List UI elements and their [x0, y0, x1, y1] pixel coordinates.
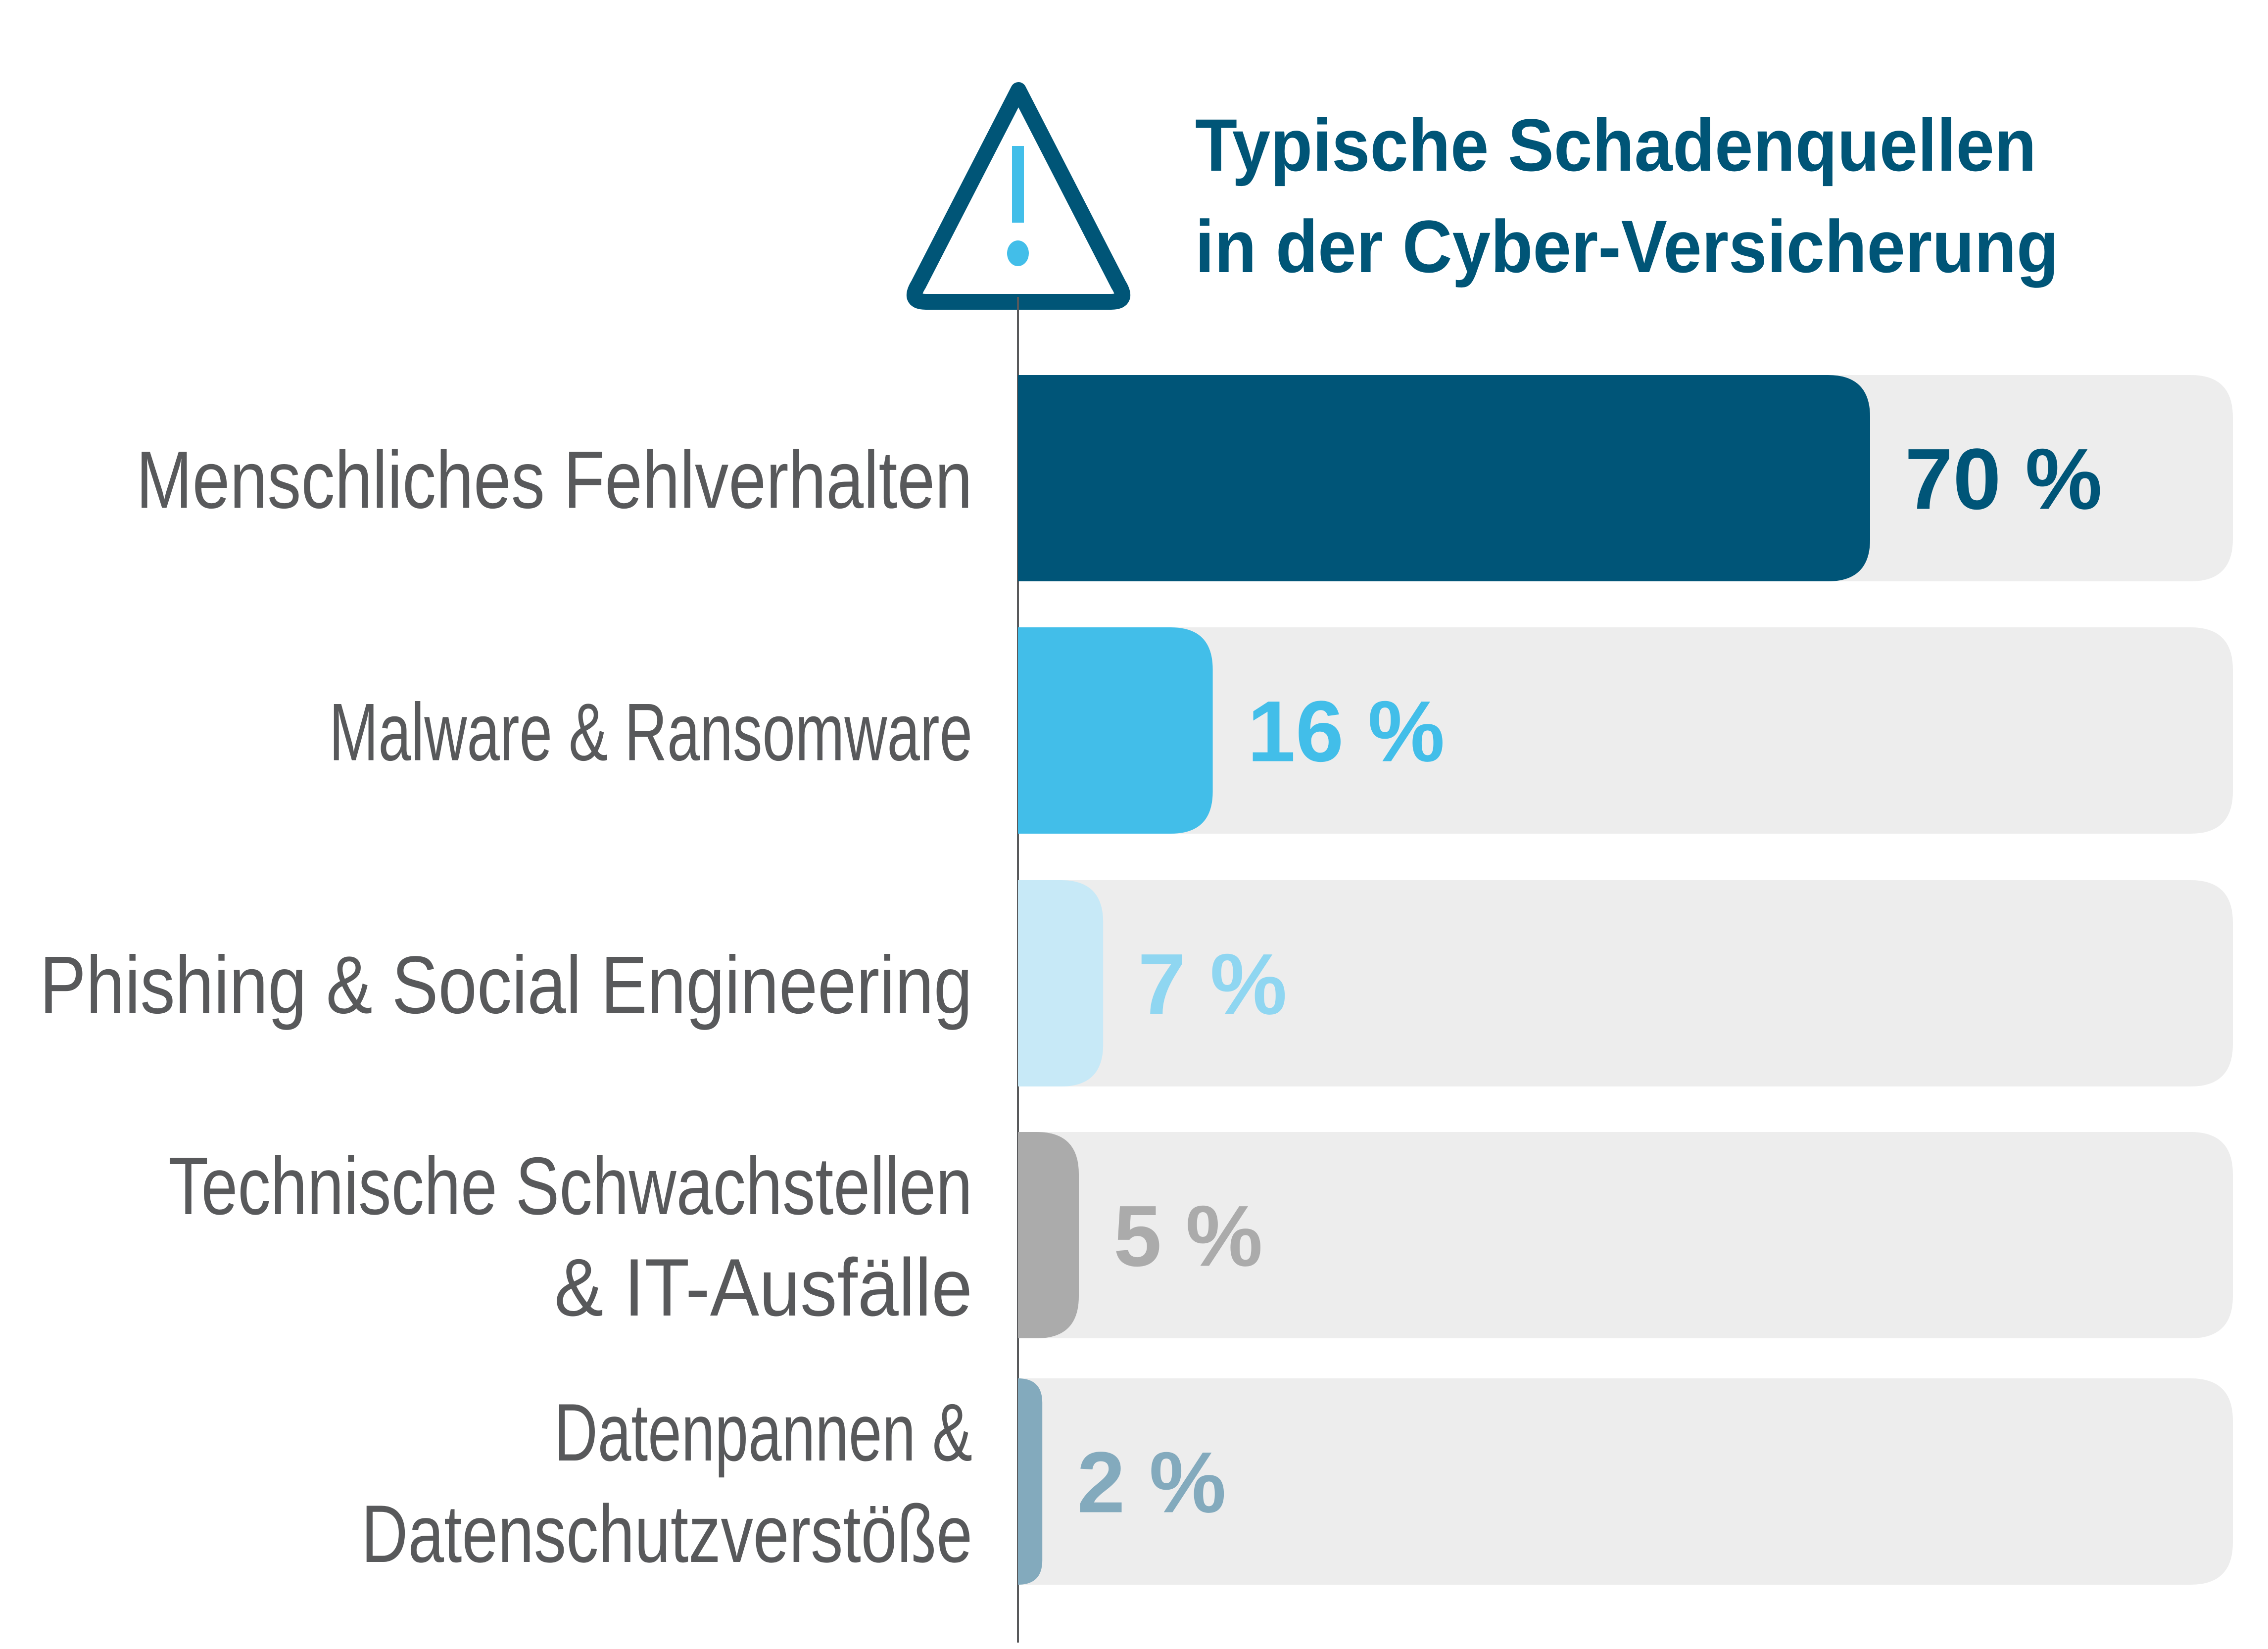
bar-row: 5 % Technische Schwachstellen & IT-Ausfäll…: [168, 1132, 2233, 1338]
value-label: 2 %: [1077, 1435, 1226, 1531]
bar-row: 7 % Phishing & Social Engineering: [40, 880, 2233, 1086]
warning-triangle-outline: [906, 82, 1131, 310]
bar-track: [1018, 627, 2233, 834]
exclamation-dot: [1007, 240, 1029, 266]
bar: [1018, 375, 1870, 581]
category-label: Datenpannen &: [554, 1387, 972, 1478]
value-label: 7 %: [1138, 937, 1287, 1033]
chart-title-line-2: in der Cyber-Versicherung: [1195, 205, 2059, 288]
value-label: 16 %: [1248, 684, 1445, 780]
bar: [1018, 880, 1104, 1086]
bar-row: 2 % Datenpannen & Datenschutzverstöße: [361, 1378, 2233, 1585]
category-label: & IT-Ausfälle: [554, 1242, 972, 1333]
bar: [1018, 1132, 1079, 1338]
exclamation-bar: [1012, 146, 1024, 223]
value-label: 5 %: [1113, 1188, 1263, 1285]
category-label: Phishing & Social Engineering: [40, 940, 972, 1031]
category-label: Technische Schwachstellen: [168, 1140, 972, 1231]
warning-triangle-icon: [906, 82, 1131, 310]
bar: [1018, 1378, 1043, 1585]
category-label: Menschliches Fehlverhalten: [136, 434, 972, 525]
bar-row: 70 % Menschliches Fehlverhalten: [136, 375, 2233, 581]
bar-track: [1018, 1378, 2233, 1585]
category-label: Malware & Ransomware: [329, 687, 972, 778]
bar-row: 16 % Malware & Ransomware: [329, 627, 2233, 834]
value-label: 70 %: [1905, 431, 2102, 528]
bar-track: [1018, 1132, 2233, 1338]
bar: [1018, 627, 1213, 834]
chart-title-line-1: Typische Schadenquellen: [1195, 103, 2036, 187]
bar-track: [1018, 880, 2233, 1086]
category-label: Datenschutzverstöße: [361, 1488, 972, 1579]
